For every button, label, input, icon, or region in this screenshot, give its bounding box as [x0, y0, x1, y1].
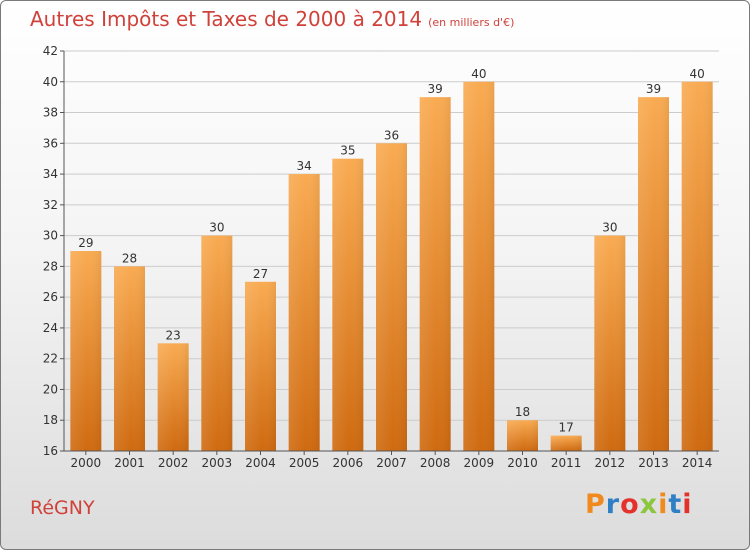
value-label-2008: 39 [428, 82, 443, 96]
bar-shine-2003 [201, 235, 233, 451]
bar-shine-2008 [419, 97, 451, 452]
value-label-2005: 34 [297, 159, 312, 173]
value-label-2007: 36 [384, 128, 399, 142]
value-label-2006: 35 [340, 144, 355, 158]
value-label-2012: 30 [602, 221, 617, 235]
y-tick-label: 22 [43, 352, 58, 366]
bar-shine-2007 [376, 143, 407, 452]
x-tick-label-2009: 2009 [464, 456, 495, 470]
labels: 29 2000 28 2001 23 2002 30 2003 27 2004 34 2005 35 20… [71, 67, 713, 470]
y-tick-label: 16 [43, 444, 58, 458]
x-tick-label-2005: 2005 [289, 456, 320, 470]
x-tick-label-2006: 2006 [333, 456, 364, 470]
y-tick-label: 28 [43, 259, 58, 273]
y-tick-label: 34 [43, 167, 58, 181]
logo-letter: P [585, 489, 606, 520]
x-tick-label-2014: 2014 [682, 456, 713, 470]
x-tick-label-2002: 2002 [158, 456, 189, 470]
logo-letter: x [639, 489, 659, 520]
logo-letter: r [605, 489, 621, 520]
y-tick-label: 26 [43, 290, 58, 304]
x-tick-label-2010: 2010 [507, 456, 538, 470]
value-label-2011: 17 [559, 421, 574, 435]
y-tick-label: 30 [43, 229, 58, 243]
bar-shine-2011 [550, 435, 582, 451]
y-tick-label: 36 [43, 136, 58, 150]
logo-letter: i [658, 489, 669, 520]
x-tick-label-2011: 2011 [551, 456, 582, 470]
y-tick-label: 20 [43, 382, 58, 396]
x-tick-label-2003: 2003 [202, 456, 233, 470]
bar-shine-2009 [463, 81, 495, 452]
value-label-2003: 30 [209, 221, 224, 235]
x-tick-label-2008: 2008 [420, 456, 451, 470]
y-tick-label: 18 [43, 413, 58, 427]
value-label-2002: 23 [166, 328, 181, 342]
bar-shine-2006 [332, 158, 364, 451]
y-tick-label: 32 [43, 198, 58, 212]
value-label-2010: 18 [515, 405, 530, 419]
bar-shine-2002 [157, 343, 189, 451]
x-tick-label-2004: 2004 [245, 456, 276, 470]
x-tick-label-2007: 2007 [376, 456, 407, 470]
axes: 16 18 20 22 24 26 28 30 32 34 36 38 40 42 [43, 44, 719, 458]
bar-shine-2013 [638, 97, 669, 452]
x-tick-label-2000: 2000 [71, 456, 102, 470]
chart-unit: (en milliers d'€) [428, 16, 515, 29]
y-tick-label: 40 [43, 75, 58, 89]
y-tick-label: 42 [43, 44, 58, 58]
value-label-2004: 27 [253, 267, 268, 281]
bar-shine-2005 [288, 174, 320, 452]
bar-shine-2001 [114, 266, 145, 451]
bar-shine-2010 [507, 420, 538, 451]
value-label-2009: 40 [471, 67, 486, 81]
x-tick-label-2012: 2012 [595, 456, 626, 470]
bar-shine-2012 [594, 235, 626, 451]
x-tick-label-2001: 2001 [114, 456, 145, 470]
value-label-2000: 29 [78, 236, 93, 250]
value-label-2013: 39 [646, 82, 661, 96]
value-label-2001: 28 [122, 251, 137, 265]
logo-letter: t [668, 489, 683, 520]
chart-title: Autres Impôts et Taxes de 2000 à 2014 [30, 7, 423, 31]
y-tick-label: 38 [43, 106, 58, 120]
bar-shine-2000 [70, 251, 102, 451]
bar-shine-2004 [245, 281, 276, 451]
y-tick-label: 24 [43, 321, 58, 335]
title-row: Autres Impôts et Taxes de 2000 à 2014 (en… [30, 7, 514, 31]
proxiti-logo: Proxiti [585, 489, 693, 520]
logo-letter: o [620, 489, 640, 520]
logo-letter: i [682, 489, 693, 520]
x-tick-label-2013: 2013 [638, 456, 669, 470]
bars [70, 81, 713, 452]
bar-shine-2014 [681, 81, 713, 452]
town-name: RéGNY [30, 497, 95, 519]
value-label-2014: 40 [690, 67, 705, 81]
